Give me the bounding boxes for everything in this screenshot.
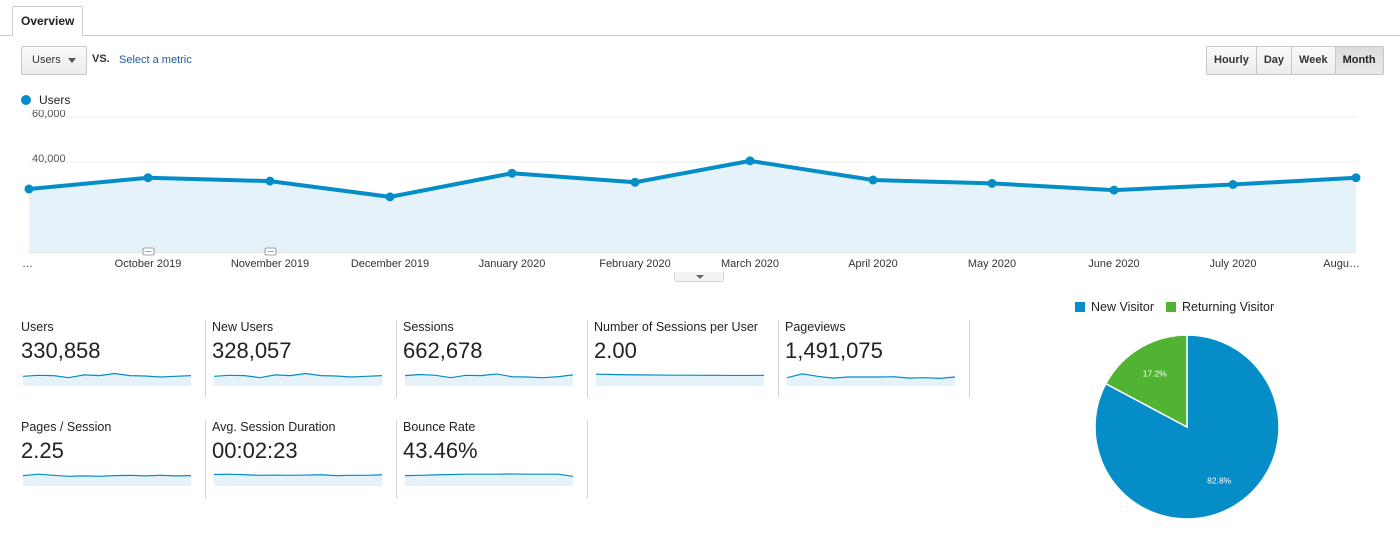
visitor-pie-chart[interactable]: 82.8% 17.2% <box>1080 322 1295 537</box>
scorecard-value: 2.25 <box>21 438 64 463</box>
scorecard-label: New Users <box>212 320 274 334</box>
scorecard[interactable]: Avg. Session Duration 00:02:23 <box>212 420 397 498</box>
scorecard-value: 662,678 <box>403 338 483 363</box>
scorecard-value: 43.46% <box>403 438 478 463</box>
x-tick-label: January 2020 <box>479 258 546 270</box>
x-tick-label: March 2020 <box>721 258 779 270</box>
y-tick-label: 60,000 <box>32 110 66 120</box>
x-tick-label: December 2019 <box>351 258 429 270</box>
data-point[interactable] <box>1109 185 1119 195</box>
sparkline <box>405 473 573 486</box>
x-tick-label: February 2020 <box>599 258 671 270</box>
x-tick-label: November 2019 <box>231 258 309 270</box>
users-area <box>29 160 1356 252</box>
sparkline <box>23 473 191 486</box>
x-tick-label: October 2019 <box>115 258 182 270</box>
metric-dropdown[interactable]: Users <box>21 46 87 75</box>
scorecard-label: Pages / Session <box>21 420 112 434</box>
scorecard[interactable]: Bounce Rate 43.46% <box>403 420 588 498</box>
scorecard-value: 1,491,075 <box>785 338 883 363</box>
data-point[interactable] <box>385 192 395 202</box>
select-metric-link[interactable]: Select a metric <box>119 54 192 66</box>
granularity-toggle: Hourly Day Week Month <box>1206 46 1384 75</box>
pie-legend-label: Returning Visitor <box>1181 300 1275 314</box>
scorecard[interactable]: New Users 328,057 <box>212 320 397 398</box>
legend-swatch-icon <box>1075 302 1085 312</box>
data-point[interactable] <box>745 156 755 166</box>
caret-down-icon <box>68 58 76 63</box>
y-tick-label: 40,000 <box>32 153 66 165</box>
data-point[interactable] <box>143 173 153 183</box>
annotation-icon[interactable] <box>142 247 155 256</box>
x-tick-label: April 2020 <box>848 258 898 270</box>
tab-overview[interactable]: Overview <box>12 6 84 37</box>
legend-swatch-icon <box>1165 302 1176 312</box>
pie-legend-item-new[interactable]: New Visitor <box>1075 300 1154 314</box>
data-point[interactable] <box>24 184 34 194</box>
legend-label: Users <box>39 93 71 107</box>
x-tick-label: June 2020 <box>1088 258 1139 270</box>
scorecard-value: 328,057 <box>212 338 292 363</box>
scorecard-label: Pageviews <box>785 320 846 334</box>
scorecard-label: Number of Sessions per User <box>594 320 758 334</box>
tab-bar: Overview <box>0 0 1400 37</box>
day-button[interactable]: Day <box>1255 47 1292 74</box>
sparkline <box>23 372 191 386</box>
pie-legend: New Visitor Returning Visitor <box>1075 300 1286 314</box>
sparkline <box>787 373 955 386</box>
chart-legend[interactable]: Users <box>21 93 70 107</box>
data-point[interactable] <box>1228 180 1238 189</box>
sparkline <box>596 373 764 386</box>
sparkline <box>214 372 382 386</box>
scorecard-label: Users <box>21 320 54 334</box>
scorecard-value: 330,858 <box>21 338 101 363</box>
scorecard[interactable]: Users 330,858 <box>21 320 206 398</box>
pie-slice[interactable] <box>1104 334 1188 429</box>
x-tick-label: May 2020 <box>968 258 1016 270</box>
hourly-button[interactable]: Hourly <box>1207 47 1256 74</box>
data-point[interactable] <box>507 168 517 178</box>
scorecard-label: Sessions <box>403 320 454 334</box>
pie-slice-label: 17.2% <box>1143 368 1168 378</box>
scorecard[interactable]: Pages / Session 2.25 <box>21 420 206 498</box>
legend-dot-icon <box>21 95 31 105</box>
scorecard-value: 2.00 <box>594 338 637 363</box>
scorecard-value: 00:02:23 <box>212 438 298 463</box>
data-point[interactable] <box>987 178 997 188</box>
data-point[interactable] <box>1351 173 1361 183</box>
sparkline <box>405 373 573 386</box>
pie-legend-item-returning[interactable]: Returning Visitor <box>1165 300 1275 314</box>
x-tick-label: … <box>22 258 33 270</box>
vs-label: VS. <box>92 53 110 65</box>
data-point[interactable] <box>868 175 878 185</box>
chevron-down-icon <box>696 275 704 279</box>
scorecard-label: Avg. Session Duration <box>212 420 336 434</box>
chart-resize-handle[interactable] <box>674 272 724 282</box>
week-button[interactable]: Week <box>1291 47 1335 74</box>
month-button[interactable]: Month <box>1334 47 1383 74</box>
data-point[interactable] <box>265 176 275 186</box>
scorecard[interactable]: Sessions 662,678 <box>403 320 588 398</box>
annotation-icon[interactable] <box>264 247 277 256</box>
sparkline <box>214 473 382 486</box>
scorecard[interactable]: Number of Sessions per User 2.00 <box>594 320 779 398</box>
users-series-line <box>28 158 1357 199</box>
pie-legend-label: New Visitor <box>1091 300 1154 314</box>
pie-slice-label: 82.8% <box>1207 476 1232 486</box>
scorecard[interactable]: Pageviews 1,491,075 <box>785 320 970 398</box>
x-tick-label: July 2020 <box>1209 258 1256 270</box>
scorecard-label: Bounce Rate <box>403 420 476 434</box>
metric-dropdown-label: Users <box>32 54 61 66</box>
data-point[interactable] <box>630 177 640 187</box>
x-tick-label: Augu… <box>1323 258 1360 270</box>
